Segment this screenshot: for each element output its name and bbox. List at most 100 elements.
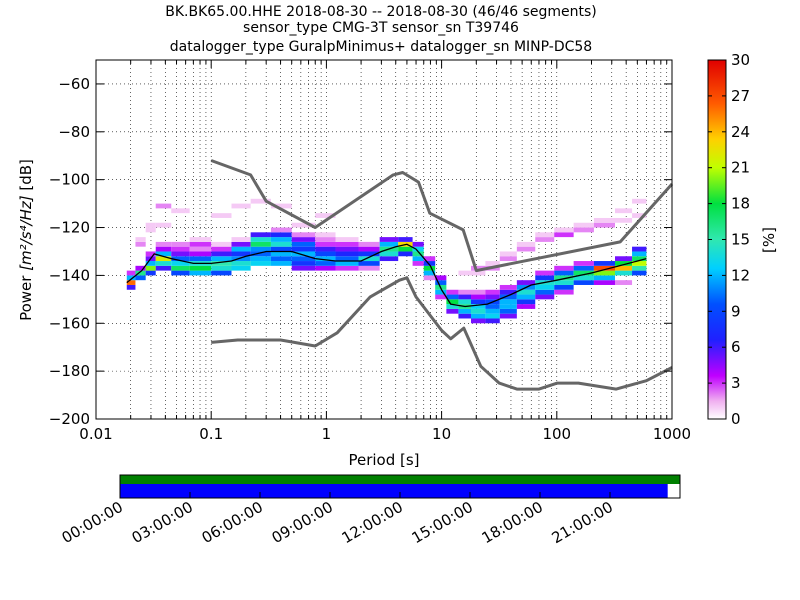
- density-cell: [171, 265, 190, 271]
- density-cell: [499, 294, 517, 300]
- noise-model-nlnm: [211, 276, 673, 391]
- density-cell: [126, 284, 136, 290]
- density-cell: [211, 251, 232, 257]
- timeline-tick-label: 09:00:00: [269, 498, 336, 547]
- density-cell: [270, 203, 292, 209]
- timeline-tick-label: 21:00:00: [549, 498, 616, 547]
- density-cell: [412, 261, 424, 266]
- density-cell: [499, 284, 517, 290]
- density-cell: [458, 289, 472, 295]
- density-cell: [614, 261, 633, 266]
- density-cell: [270, 241, 292, 247]
- density-cell: [516, 289, 536, 295]
- density-cell: [291, 246, 316, 252]
- colorbar-tick-label: 3: [731, 374, 741, 392]
- density-cell: [189, 265, 212, 271]
- colorbar-tick-label: 0: [731, 410, 741, 428]
- density-cell: [358, 256, 380, 262]
- density-cell: [315, 265, 336, 271]
- y-axis-label-prefix: Power: [17, 271, 35, 321]
- density-cell: [145, 261, 156, 266]
- density-cell: [231, 237, 251, 242]
- density-cell: [446, 289, 459, 295]
- density-cell: [315, 241, 336, 247]
- density-cell: [145, 265, 156, 271]
- density-cell: [250, 251, 271, 257]
- density-cell: [291, 241, 316, 247]
- density-cell: [485, 313, 500, 319]
- x-tick-label: 1: [322, 425, 332, 443]
- density-cell: [358, 261, 380, 266]
- y-axis-label-units: [m²/s⁴/Hz]: [17, 195, 35, 271]
- colorbar-tick-label: 21: [731, 159, 750, 177]
- density-cell: [315, 256, 336, 262]
- density-cell: [485, 318, 500, 324]
- density-cell: [270, 232, 292, 238]
- y-tick-label: −60: [58, 75, 90, 93]
- density-cell: [270, 251, 292, 257]
- colorbar: 0 3 6 9 12 15 18 21 24 27 30 [%]: [707, 51, 778, 428]
- density-cell: [211, 256, 232, 262]
- colorbar-ticks: 0 3 6 9 12 15 18 21 24 27 30: [708, 51, 750, 428]
- density-cell: [499, 299, 517, 305]
- density-cell: [379, 237, 399, 242]
- density-cell: [471, 313, 486, 319]
- density-cell: [135, 237, 146, 242]
- noise-models: [210, 159, 674, 391]
- density-cell: [554, 289, 574, 295]
- density-cell: [632, 246, 647, 252]
- density-cell: [485, 289, 500, 295]
- density-cell: [423, 261, 436, 266]
- density-cell: [423, 275, 436, 281]
- density-cell: [315, 232, 336, 238]
- x-tick-labels: 0.01 0.1 1 10 100 1000: [79, 425, 691, 443]
- density-cell: [632, 261, 647, 266]
- density-cell: [135, 270, 146, 276]
- density-cell: [516, 294, 536, 300]
- density-cell: [379, 251, 399, 257]
- density-cell: [423, 265, 436, 271]
- density-cell: [471, 308, 486, 314]
- density-cell: [189, 256, 212, 262]
- density-cell: [632, 251, 647, 257]
- density-cell: [499, 308, 517, 314]
- colorbar-tick-label: 6: [731, 338, 741, 356]
- title-line-2: sensor_type CMG-3T sensor_sn T39746: [243, 20, 519, 36]
- timeline-ticks: 00:00:00 03:00:00 06:00:00 09:00:00 12:00:00…: [59, 492, 616, 547]
- density-cell: [211, 261, 232, 266]
- x-axis-label: Period [s]: [348, 451, 419, 469]
- y-tick-labels: −200 −180 −160 −140 −120 −100 −80 −60: [49, 75, 90, 428]
- density-cell: [126, 275, 136, 281]
- density-cell: [446, 304, 459, 309]
- title-line-3: datalogger_type GuralpMinimus+ datalogge…: [170, 39, 592, 55]
- density-cell: [593, 270, 615, 276]
- timeline-tick-label: 15:00:00: [409, 498, 476, 547]
- density-cell: [231, 251, 251, 257]
- density-cell: [270, 261, 292, 266]
- density-cell: [485, 261, 500, 266]
- density-cell: [632, 265, 647, 271]
- axis-ticks: [95, 60, 673, 420]
- density-cell: [315, 213, 336, 218]
- density-cell: [471, 304, 486, 309]
- density-cell: [211, 241, 232, 247]
- x-tick-label: 0.1: [199, 425, 223, 443]
- title-line-1: BK.BK65.00.HHE 2018-08-30 -- 2018-08-30 …: [165, 4, 597, 20]
- density-cell: [412, 241, 424, 247]
- colorbar-label: [%]: [760, 227, 778, 253]
- density-cell: [435, 275, 447, 281]
- density-cell: [358, 251, 380, 257]
- density-cell: [458, 294, 472, 300]
- density-cell: [379, 256, 399, 262]
- density-cell: [171, 246, 190, 252]
- density-cell: [485, 304, 500, 309]
- density-cell: [155, 241, 172, 247]
- colorbar-tick-label: 27: [731, 87, 750, 105]
- y-tick-label: −160: [49, 314, 90, 332]
- density-cell: [250, 241, 271, 247]
- data-coverage-bar: [120, 475, 680, 484]
- density-cell: [593, 280, 615, 285]
- density-cell: [315, 246, 336, 252]
- density-cell: [554, 275, 574, 281]
- density-cell: [554, 232, 574, 238]
